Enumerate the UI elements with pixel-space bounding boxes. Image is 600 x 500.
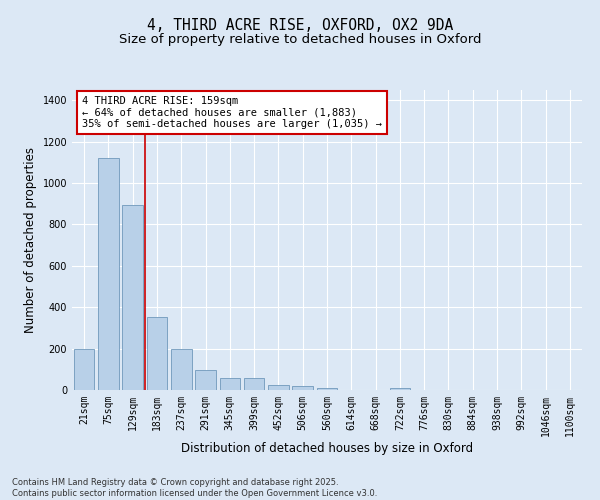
Text: Size of property relative to detached houses in Oxford: Size of property relative to detached ho… [119, 32, 481, 46]
Bar [98, 158, 119, 390]
Bar [220, 378, 240, 390]
Bar [292, 386, 313, 390]
Bar [317, 388, 337, 390]
Text: 4 THIRD ACRE RISE: 159sqm
← 64% of detached houses are smaller (1,883)
35% of se: 4 THIRD ACRE RISE: 159sqm ← 64% of detac… [82, 96, 382, 129]
Text: Contains HM Land Registry data © Crown copyright and database right 2025.
Contai: Contains HM Land Registry data © Crown c… [12, 478, 377, 498]
Text: 4, THIRD ACRE RISE, OXFORD, OX2 9DA: 4, THIRD ACRE RISE, OXFORD, OX2 9DA [147, 18, 453, 32]
X-axis label: Distribution of detached houses by size in Oxford: Distribution of detached houses by size … [181, 442, 473, 454]
Bar [122, 205, 143, 390]
Bar [74, 349, 94, 390]
Y-axis label: Number of detached properties: Number of detached properties [24, 147, 37, 333]
Bar [146, 316, 167, 390]
Bar [171, 349, 191, 390]
Bar [195, 370, 216, 390]
Bar [244, 378, 265, 390]
Bar [389, 388, 410, 390]
Bar [268, 385, 289, 390]
